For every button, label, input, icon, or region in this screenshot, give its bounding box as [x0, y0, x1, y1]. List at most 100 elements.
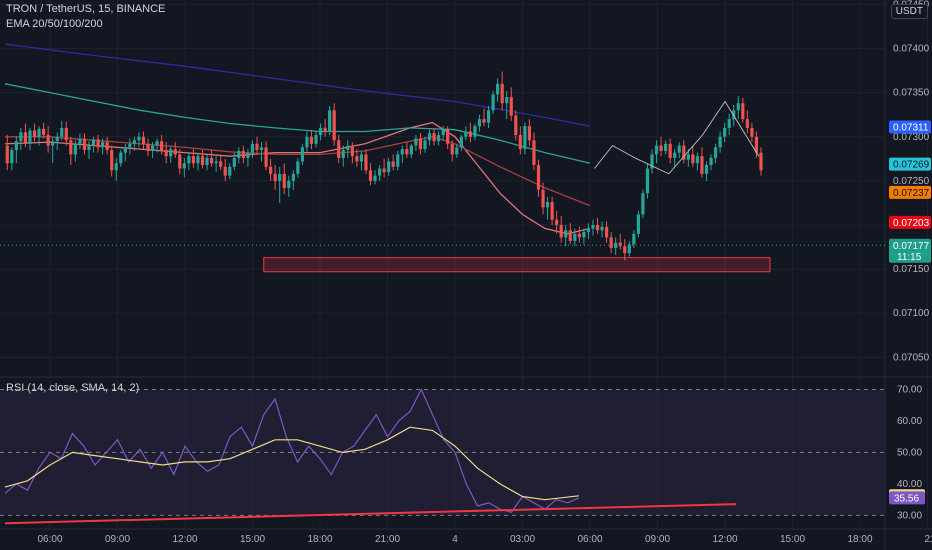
candle-body — [437, 135, 441, 142]
candle-body — [518, 135, 522, 150]
candle-body — [609, 237, 613, 248]
candle-body — [700, 156, 704, 174]
candle-body — [19, 132, 23, 142]
candle-body — [577, 233, 581, 238]
time-tick-label: 18:00 — [847, 534, 872, 545]
candle-body — [101, 142, 105, 148]
candle-body — [359, 154, 364, 162]
candle-body — [591, 225, 595, 229]
time-tick-label: 03:00 — [510, 534, 535, 545]
candle-body — [423, 140, 427, 150]
rsi-tick-label: 30.00 — [897, 510, 922, 521]
candle-body — [582, 232, 586, 238]
rsi-tick-label: 40.00 — [897, 479, 922, 490]
candle-body — [741, 103, 745, 120]
candle-body — [28, 130, 32, 144]
time-tick-label: 06:00 — [37, 534, 62, 545]
candle-body — [60, 127, 64, 137]
candle-body — [427, 133, 432, 141]
candle-body — [491, 94, 495, 111]
candle-body — [132, 140, 137, 144]
candle-body — [627, 244, 631, 254]
candle-body — [754, 136, 759, 153]
candle-body — [46, 135, 50, 146]
candle-body — [545, 202, 550, 208]
candle-body — [209, 157, 214, 164]
candle-body — [287, 180, 291, 188]
candle-body — [119, 152, 123, 164]
candle-body — [659, 145, 663, 151]
candle-body — [269, 166, 273, 174]
candle-body — [446, 129, 450, 144]
rsi-legend[interactable]: RSI (14, close, SMA, 14, 2) — [6, 382, 140, 394]
candle-body — [150, 145, 155, 151]
candle-body — [686, 154, 690, 160]
candle-body — [568, 230, 572, 241]
candle-body — [586, 228, 591, 233]
candle-body — [273, 173, 277, 181]
candle-body — [69, 140, 73, 155]
candle-body — [5, 145, 9, 164]
candle-body — [314, 135, 318, 144]
candle-body — [41, 128, 46, 135]
time-tick-label: 15:00 — [240, 534, 265, 545]
candle-body — [173, 149, 177, 155]
candle-body — [723, 127, 727, 137]
candle-body — [110, 150, 114, 171]
price-tick-label: 0.07400 — [893, 44, 930, 55]
candle-body — [405, 149, 409, 155]
candle-body — [450, 143, 454, 155]
candle-body — [200, 156, 205, 165]
candle-body — [673, 152, 677, 158]
candle-body — [305, 136, 309, 148]
candle-body — [87, 145, 91, 150]
candle-body — [291, 173, 295, 181]
symbol-legend[interactable]: TRON / TetherUS, 15, BINANCE — [6, 3, 166, 15]
currency-selector[interactable]: USDT — [890, 4, 928, 19]
candle-body — [178, 154, 182, 169]
candle-body — [500, 83, 504, 104]
price-badge — [889, 215, 931, 229]
candle-body — [623, 246, 627, 254]
candle-body — [82, 138, 87, 150]
candle-body — [246, 152, 250, 158]
candle-body — [169, 149, 173, 157]
candle-body — [232, 157, 236, 167]
candle-body — [691, 154, 695, 164]
price-tick-label: 0.07050 — [893, 352, 930, 363]
candle-body — [32, 130, 37, 137]
candle-body — [377, 168, 382, 176]
candle-body — [509, 97, 513, 116]
candle-body — [55, 136, 59, 142]
candle-body — [341, 150, 345, 158]
candle-body — [713, 147, 718, 158]
candle-body — [96, 139, 100, 148]
ema-line-ema-200 — [4, 43, 591, 127]
candle-body — [382, 168, 386, 173]
candle-body — [264, 147, 268, 167]
candle-body — [128, 143, 132, 148]
candle-body — [368, 170, 373, 181]
candle-body — [187, 156, 191, 164]
price-badge-label: 0.07311 — [893, 123, 929, 134]
candle-countdown-label: 11:15 — [897, 252, 922, 263]
candle-body — [432, 133, 436, 142]
candle-body — [727, 119, 731, 128]
ema-legend[interactable]: EMA 20/50/100/200 — [6, 18, 103, 30]
candle-body — [337, 140, 341, 158]
candle-body — [573, 233, 577, 241]
price-badge-label: 0.07269 — [893, 160, 930, 171]
candle-body — [350, 145, 354, 157]
ema-line-ema-100 — [4, 83, 591, 164]
candle-body — [191, 156, 196, 164]
candle-body — [328, 110, 332, 132]
rsi-badge — [889, 491, 925, 505]
candle-body — [505, 97, 509, 104]
candle-body — [400, 149, 404, 155]
rsi-trendline — [4, 503, 737, 525]
candle-body — [718, 136, 722, 148]
candle-body — [346, 145, 350, 150]
candle-body — [51, 141, 55, 146]
price-badge-label: 0.07177 — [893, 241, 930, 252]
